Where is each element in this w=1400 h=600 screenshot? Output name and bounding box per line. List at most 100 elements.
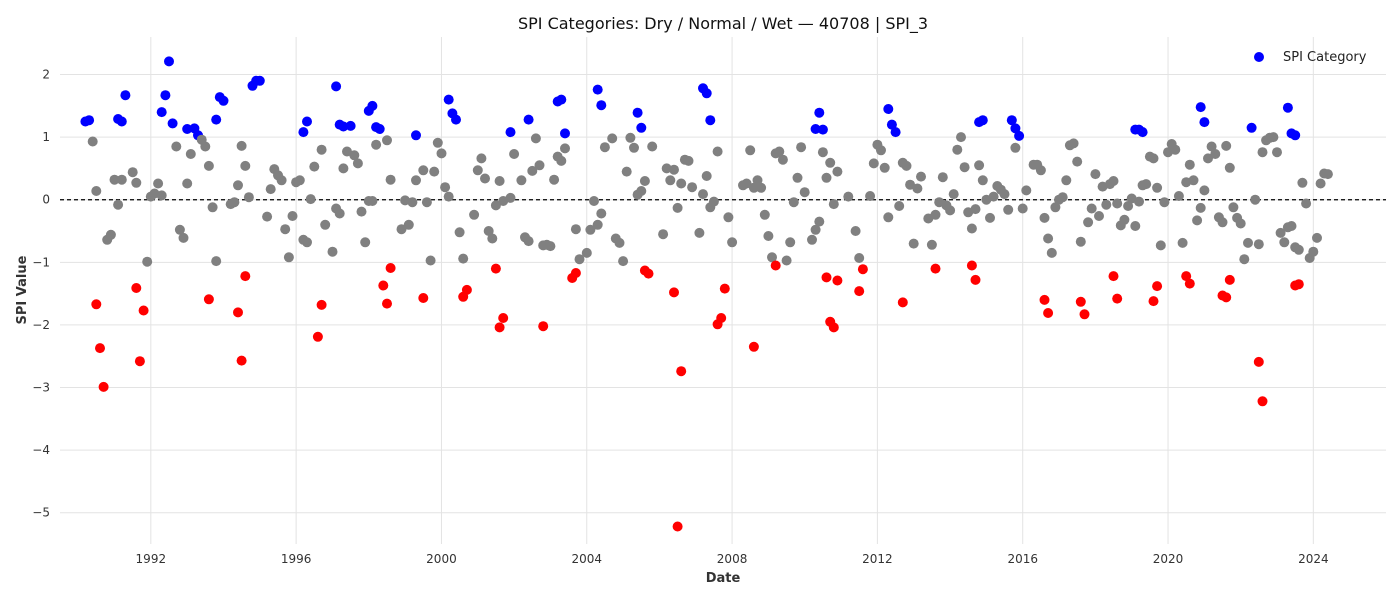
data-point-normal xyxy=(360,237,371,248)
data-point-normal xyxy=(937,172,948,183)
data-point-normal xyxy=(1017,203,1028,214)
data-point-wet xyxy=(1199,117,1210,128)
data-point-dry xyxy=(316,299,327,310)
data-point-normal xyxy=(1203,153,1213,164)
data-point-dry xyxy=(966,260,977,271)
data-point-dry xyxy=(1293,279,1304,290)
data-point-normal xyxy=(560,143,570,154)
data-point-normal xyxy=(142,256,153,267)
x-tick-label: 2020 xyxy=(1153,552,1184,566)
data-point-normal xyxy=(825,157,836,168)
data-point-normal xyxy=(698,189,708,200)
data-point-dry xyxy=(770,260,781,271)
data-point-normal xyxy=(712,146,723,157)
data-point-normal xyxy=(229,197,240,208)
data-point-normal xyxy=(113,199,124,210)
data-point-normal xyxy=(876,145,886,156)
data-point-normal xyxy=(534,160,545,171)
data-point-normal xyxy=(480,173,490,184)
data-point-normal xyxy=(854,253,865,263)
data-point-normal xyxy=(694,227,705,238)
data-point-normal xyxy=(105,229,116,240)
data-point-wet xyxy=(367,100,378,111)
data-point-normal xyxy=(828,199,839,210)
data-point-normal xyxy=(701,171,712,181)
data-point-normal xyxy=(1094,211,1104,221)
data-point-wet xyxy=(156,107,167,118)
data-point-normal xyxy=(1101,199,1112,210)
data-point-normal xyxy=(1108,176,1119,186)
data-point-normal xyxy=(203,160,214,171)
data-point-wet xyxy=(1282,102,1293,113)
data-point-normal xyxy=(421,197,432,208)
data-point-wet xyxy=(84,115,95,126)
data-point-wet xyxy=(374,124,385,134)
data-point-normal xyxy=(131,177,142,188)
data-point-wet xyxy=(560,128,570,139)
data-point-normal xyxy=(850,226,861,236)
data-point-normal xyxy=(236,140,247,151)
data-point-normal xyxy=(1035,165,1046,176)
data-point-normal xyxy=(1206,141,1217,152)
x-tick-label: 2008 xyxy=(717,552,748,566)
data-point-wet xyxy=(1246,122,1257,133)
data-point-dry xyxy=(382,298,392,309)
data-point-normal xyxy=(647,141,658,152)
data-point-normal xyxy=(1075,236,1086,247)
data-point-normal xyxy=(708,196,719,207)
data-point-normal xyxy=(320,219,331,230)
data-point-wet xyxy=(886,119,897,130)
data-point-normal xyxy=(1155,240,1166,251)
data-point-dry xyxy=(1181,271,1192,282)
data-point-dry xyxy=(854,286,865,297)
data-point-normal xyxy=(796,142,807,153)
data-point-normal xyxy=(1123,201,1134,211)
data-point-normal xyxy=(182,178,193,189)
data-point-dry xyxy=(236,355,247,366)
data-point-normal xyxy=(723,212,734,223)
data-point-normal xyxy=(843,191,854,202)
data-point-normal xyxy=(1152,182,1163,193)
data-point-normal xyxy=(472,165,483,176)
data-point-dry xyxy=(385,263,396,273)
data-point-normal xyxy=(629,142,639,153)
data-point-normal xyxy=(476,153,487,164)
data-point-wet xyxy=(890,127,901,138)
data-point-normal xyxy=(970,204,981,215)
data-point-normal xyxy=(349,150,360,161)
data-point-normal xyxy=(171,141,182,152)
data-point-normal xyxy=(429,166,440,177)
data-point-normal xyxy=(432,137,443,148)
data-point-wet xyxy=(505,127,516,138)
data-point-normal xyxy=(1210,149,1221,159)
y-tick-label: −5 xyxy=(32,506,50,520)
data-point-normal xyxy=(556,155,567,166)
data-point-wet xyxy=(302,116,312,127)
data-point-normal xyxy=(865,191,876,201)
data-point-normal xyxy=(676,178,687,189)
data-point-normal xyxy=(1046,247,1057,258)
data-points xyxy=(80,56,1333,532)
data-point-dry xyxy=(138,305,149,316)
data-point-dry xyxy=(930,263,941,274)
data-point-wet xyxy=(1010,123,1021,134)
data-point-normal xyxy=(240,160,251,171)
y-tick-label: −3 xyxy=(32,381,50,395)
data-point-wet xyxy=(120,90,131,101)
data-point-normal xyxy=(1072,156,1083,167)
chart-title: SPI Categories: Dry / Normal / Wet — 407… xyxy=(518,14,928,34)
data-point-normal xyxy=(807,234,817,245)
data-point-normal xyxy=(792,172,803,183)
data-point-normal xyxy=(894,201,905,211)
data-point-normal xyxy=(621,166,632,177)
data-point-normal xyxy=(774,146,785,157)
data-point-normal xyxy=(1039,212,1050,223)
data-point-normal xyxy=(1177,237,1188,248)
data-point-wet xyxy=(817,124,828,135)
data-point-normal xyxy=(1188,175,1199,186)
x-tick-label: 1992 xyxy=(136,552,167,566)
data-point-dry xyxy=(498,313,509,323)
x-tick-label: 2000 xyxy=(426,552,457,566)
